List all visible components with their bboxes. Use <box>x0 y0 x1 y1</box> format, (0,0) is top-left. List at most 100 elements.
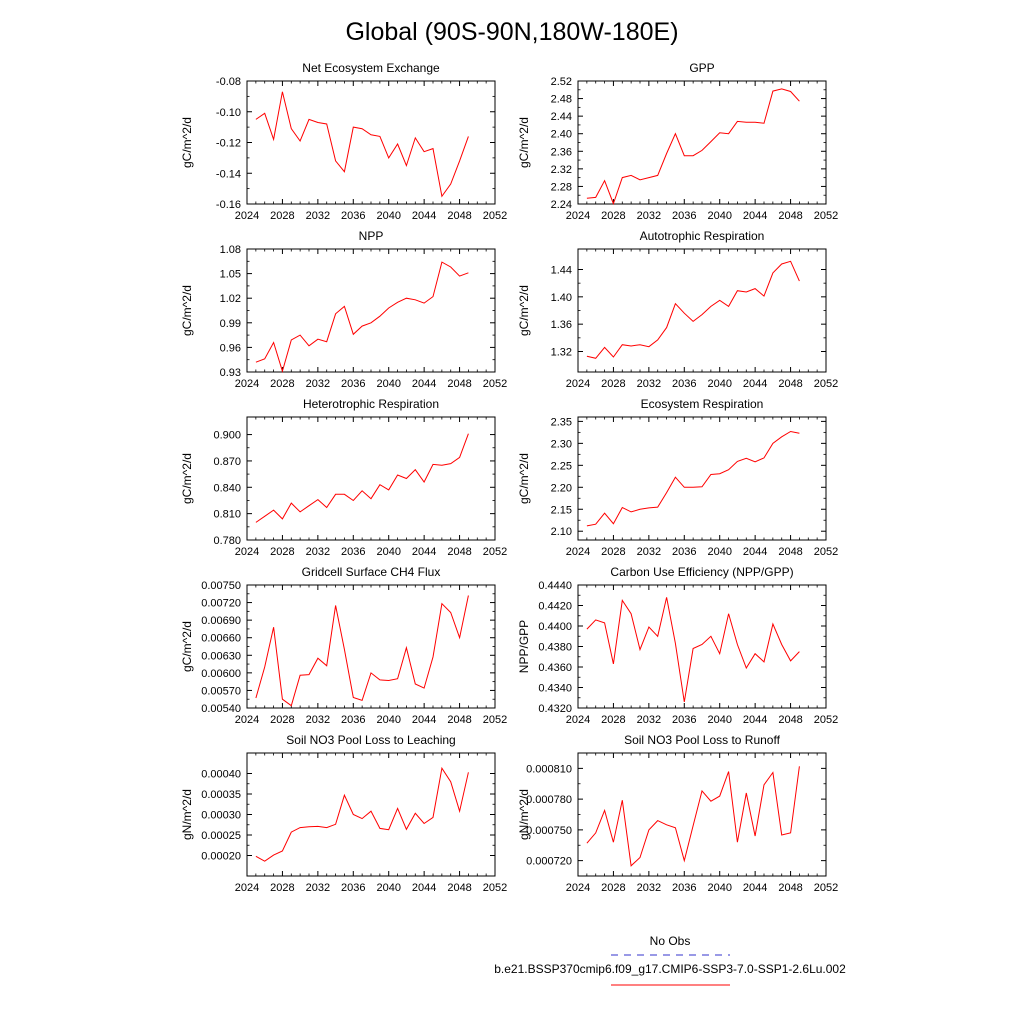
x-tick-label: 2044 <box>743 714 767 726</box>
y-tick-label: 0.870 <box>213 456 241 468</box>
plot-frame <box>246 248 496 373</box>
y-tick-label: 0.00690 <box>201 615 241 627</box>
plot-frame <box>577 248 827 373</box>
x-tick-label: 2024 <box>566 378 590 390</box>
x-tick-label: 2028 <box>601 882 625 894</box>
x-tick-label: 2028 <box>270 546 294 558</box>
y-tick-label: 0.000750 <box>526 825 572 837</box>
y-tick-label: 2.25 <box>551 460 572 472</box>
chart-title: Carbon Use Efficiency (NPP/GPP) <box>610 565 793 579</box>
plot-frame <box>577 752 827 877</box>
x-tick-label: 2028 <box>270 210 294 222</box>
x-tick-label: 2040 <box>707 378 731 390</box>
y-tick-label: 2.32 <box>551 164 572 176</box>
y-axis-label: NPP/GPP <box>517 620 531 673</box>
x-tick-label: 2052 <box>483 210 507 222</box>
x-tick-label: 2052 <box>814 210 838 222</box>
y-tick-label: 2.24 <box>551 199 572 211</box>
series-line <box>586 88 800 206</box>
y-tick-label: 0.00030 <box>201 810 241 822</box>
x-tick-label: 2052 <box>814 378 838 390</box>
x-tick-label: 2024 <box>566 882 590 894</box>
chart-npp: NPP 2024 2028 2032 2036 2040 2044 2048 2052 0.93 0… <box>180 229 507 390</box>
y-tick-label: 0.00570 <box>201 685 241 697</box>
x-tick-label: 2036 <box>672 882 696 894</box>
y-axis-label: gN/m^2/d <box>180 789 194 840</box>
chart-soil-no3-pool-loss-to-runoff: Soil NO3 Pool Loss to Runoff 2024 2028 2032… <box>517 733 838 894</box>
y-tick-label: 0.840 <box>213 482 241 494</box>
series-line <box>586 597 800 702</box>
y-tick-label: 1.08 <box>220 244 241 256</box>
chart-ecosystem-respiration: Ecosystem Respiration 2024 2028 2032 2036 204… <box>517 397 838 558</box>
y-tick-label: 2.48 <box>551 94 572 106</box>
plot-frame <box>246 416 496 541</box>
y-tick-label: 2.52 <box>551 76 572 88</box>
y-tick-label: 1.40 <box>551 292 572 304</box>
y-tick-label: 0.4440 <box>538 580 572 592</box>
x-tick-label: 2036 <box>341 714 365 726</box>
y-tick-label: 1.44 <box>551 265 572 277</box>
series-line <box>255 91 469 198</box>
plot-frame <box>577 416 827 541</box>
x-tick-label: 2048 <box>778 714 802 726</box>
x-tick-label: 2052 <box>483 546 507 558</box>
legend: No Obs b.e21.BSSP370cmip6.f09_g17.CMIP6-S… <box>494 934 846 986</box>
chart-title: GPP <box>689 61 714 75</box>
chart-soil-no3-pool-loss-to-leaching: Soil NO3 Pool Loss to Leaching 2024 2028 20… <box>180 733 507 894</box>
x-tick-label: 2048 <box>778 210 802 222</box>
panels-grid: Net Ecosystem Exchange 2024 2028 2032 2036 20… <box>180 61 838 894</box>
y-tick-label: 0.00035 <box>201 789 241 801</box>
chart-title: Soil NO3 Pool Loss to Leaching <box>286 733 455 747</box>
y-tick-label: 0.780 <box>213 535 241 547</box>
x-tick-label: 2048 <box>778 882 802 894</box>
chart-title: Autotrophic Respiration <box>640 229 765 243</box>
x-tick-label: 2040 <box>376 882 400 894</box>
x-tick-label: 2044 <box>743 210 767 222</box>
series-line <box>255 433 469 523</box>
y-tick-label: 0.99 <box>220 318 241 330</box>
x-tick-label: 2032 <box>637 378 661 390</box>
series-line <box>586 260 800 359</box>
y-tick-label: 2.15 <box>551 504 572 516</box>
y-tick-label: 2.40 <box>551 129 572 141</box>
x-tick-label: 2024 <box>566 714 590 726</box>
x-tick-label: 2040 <box>376 546 400 558</box>
chart-title: Soil NO3 Pool Loss to Runoff <box>624 733 781 747</box>
chart-gpp: GPP 2024 2028 2032 2036 2040 2044 2048 2052 2.24 2… <box>517 61 838 222</box>
series-line <box>586 766 800 867</box>
y-tick-label: 1.32 <box>551 347 572 359</box>
figure-title: Global (90S-90N,180W-180E) <box>345 18 678 46</box>
x-tick-label: 2024 <box>235 378 259 390</box>
x-tick-label: 2032 <box>306 714 330 726</box>
x-tick-label: 2052 <box>814 546 838 558</box>
legend-label-run: b.e21.BSSP370cmip6.f09_g17.CMIP6-SSP3-7.… <box>494 962 846 976</box>
x-tick-label: 2044 <box>412 378 436 390</box>
x-tick-label: 2036 <box>341 546 365 558</box>
y-tick-label: 0.96 <box>220 342 241 354</box>
x-tick-label: 2028 <box>601 210 625 222</box>
y-axis-label: gC/m^2/d <box>180 621 194 672</box>
plot-frame <box>246 752 496 877</box>
x-tick-label: 2024 <box>235 714 259 726</box>
x-tick-label: 2028 <box>270 714 294 726</box>
y-axis-label: gN/m^2/d <box>517 789 531 840</box>
x-tick-label: 2044 <box>412 546 436 558</box>
y-tick-label: 2.20 <box>551 482 572 494</box>
chart-title: Net Ecosystem Exchange <box>302 61 440 75</box>
series-line <box>255 766 469 862</box>
x-tick-label: 2032 <box>637 882 661 894</box>
x-tick-label: 2048 <box>447 882 471 894</box>
x-tick-label: 2024 <box>235 210 259 222</box>
x-tick-label: 2040 <box>707 882 731 894</box>
chart-gridcell-surface-ch4-flux: Gridcell Surface CH4 Flux 2024 2028 2032 203… <box>180 565 507 726</box>
y-axis-label: gC/m^2/d <box>517 117 531 168</box>
x-tick-label: 2032 <box>306 546 330 558</box>
x-tick-label: 2032 <box>637 546 661 558</box>
y-tick-label: 2.10 <box>551 526 572 538</box>
x-tick-label: 2048 <box>778 546 802 558</box>
x-tick-label: 2052 <box>814 714 838 726</box>
y-tick-label: 0.00750 <box>201 580 241 592</box>
x-tick-label: 2040 <box>707 546 731 558</box>
y-tick-label: -0.12 <box>216 138 241 150</box>
